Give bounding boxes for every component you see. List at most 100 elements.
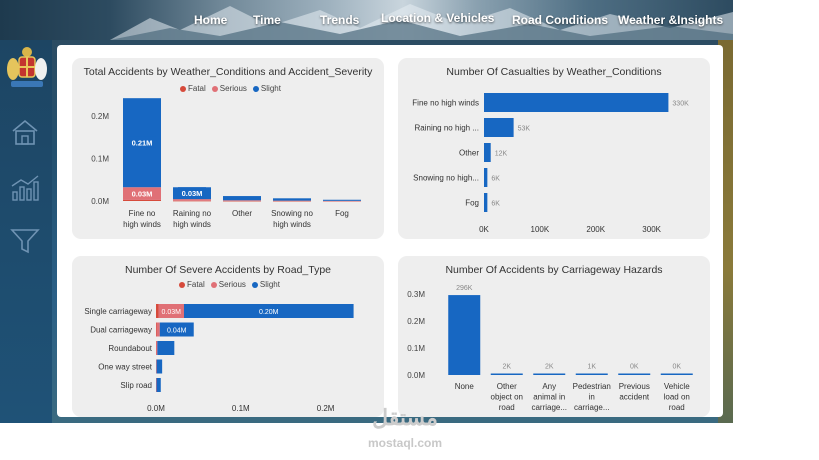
legend-fatal[interactable]: Fatal (179, 280, 205, 289)
bar-serious (173, 199, 211, 201)
bar-slight (156, 378, 161, 392)
data-label: 1K (587, 364, 596, 371)
y-tick-label: 0.1M (407, 344, 425, 353)
data-label: 53K (518, 126, 531, 133)
y-tick-label: Dual carriageway (90, 326, 152, 335)
x-tick-label: in (589, 393, 595, 402)
nav-time[interactable]: Time (253, 13, 281, 27)
bar-serious (156, 322, 160, 337)
bar-fatal (223, 200, 261, 202)
bar (484, 168, 488, 187)
nav-weather-insights[interactable]: Weather &Insights (618, 13, 724, 27)
data-label: 6K (491, 201, 500, 208)
watermark-latin: mostaql.com (368, 436, 442, 450)
y-tick-label: 0.2M (407, 317, 425, 326)
card-casualties-weather: Number Of Casualties by Weather_Conditio… (398, 58, 710, 239)
legend-fatal[interactable]: Fatal (180, 84, 206, 93)
bar-serious (156, 378, 157, 392)
chart-legend: Fatal Serious Slight (179, 280, 280, 289)
y-tick-label: Single carriageway (84, 307, 152, 316)
y-tick-label: 0.0M (91, 197, 109, 206)
bar-serious (156, 341, 158, 355)
x-tick-label: 0.0M (147, 404, 165, 413)
bar (533, 373, 566, 375)
bar-fatal (156, 322, 157, 337)
card-road-type: Number Of Severe Accidents by Road_Type … (72, 256, 384, 417)
y-tick-label: Slip road (120, 381, 152, 390)
data-label-bg (128, 187, 156, 199)
filter-icon[interactable] (9, 227, 41, 255)
x-tick-label: 0K (479, 225, 489, 234)
x-tick-label: high winds (123, 220, 161, 229)
x-tick-label: Other (232, 209, 252, 218)
bar (575, 373, 608, 375)
data-label: 0.03M (132, 190, 153, 199)
x-tick-label: None (455, 382, 475, 391)
data-label: 0.03M (182, 189, 203, 198)
y-tick-label: 0.1M (91, 155, 109, 164)
x-tick-label: Any (542, 382, 556, 391)
data-label-bg (178, 187, 206, 199)
sidebar (0, 40, 52, 423)
chart-title: Total Accidents by Weather_Conditions an… (83, 66, 373, 78)
bar-serious (158, 304, 184, 318)
chart-legend: Fatal Serious Slight (180, 84, 281, 93)
y-tick-label: Snowing no high... (413, 174, 479, 183)
bar (484, 193, 488, 212)
watermark-arabic: مستقل (372, 405, 438, 430)
data-label-bg (128, 136, 156, 148)
y-tick-label: Raining no high ... (415, 124, 480, 133)
nav-road-conditions[interactable]: Road Conditions (512, 13, 608, 27)
x-tick-label: high winds (173, 220, 211, 229)
card-weather-severity: Total Accidents by Weather_Conditions an… (72, 58, 384, 239)
bar-fatal (123, 199, 161, 201)
data-label: 2K (502, 364, 511, 371)
bar (484, 93, 669, 112)
x-tick-label: 0.2M (317, 404, 335, 413)
x-tick-label: Raining no (173, 209, 212, 218)
x-tick-label: 0.1M (232, 404, 250, 413)
legend-serious[interactable]: Serious (211, 84, 247, 93)
legend-serious[interactable]: Serious (210, 280, 246, 289)
bar-serious (323, 200, 361, 202)
x-tick-label: Vehicle (664, 382, 690, 391)
bar (484, 143, 491, 162)
y-tick-label: Fine no high winds (412, 99, 479, 108)
data-label: 0.04M (167, 328, 187, 335)
home-icon[interactable] (9, 118, 41, 146)
data-label: 0.21M (132, 139, 153, 148)
x-tick-label: carriage... (574, 403, 610, 412)
nav-location-vehicles[interactable]: Location & Vehicles (381, 11, 495, 25)
y-tick-label: 0.2M (91, 112, 109, 121)
carriageway-hazards-chart: 0.0M 0.1M 0.2M 0.3M 296K None 2K Other object on… (407, 285, 693, 412)
x-tick-label: Fog (335, 209, 349, 218)
data-label: 6K (491, 176, 500, 183)
data-label: 12K (495, 151, 508, 158)
mostaql-watermark: مستقل mostaql.com (368, 405, 442, 450)
bar-slight (323, 199, 361, 201)
x-tick-label: Other (497, 382, 517, 391)
x-tick-label: Fine no (129, 209, 156, 218)
y-tick-label: One way street (98, 363, 153, 372)
data-label: 0K (672, 364, 681, 371)
y-tick-label: Fog (465, 199, 479, 208)
chart-title: Number Of Accidents by Carriageway Hazar… (445, 264, 663, 276)
bar-serious (273, 200, 311, 202)
x-tick-label: road (499, 403, 515, 412)
analytics-icon[interactable] (9, 174, 41, 202)
legend-slight[interactable]: Slight (251, 280, 280, 289)
header-banner (0, 0, 733, 40)
bar (660, 373, 693, 375)
legend-slight[interactable]: Slight (252, 84, 281, 93)
bar-slight (156, 359, 163, 374)
nav-trends[interactable]: Trends (320, 13, 360, 27)
x-tick-label: Previous (619, 382, 650, 391)
bar-serious (223, 200, 261, 201)
bar-slight (183, 304, 354, 318)
weather-severity-chart: 0.0M 0.1M 0.2M Fine no high winds Raining no h… (91, 98, 361, 229)
data-label: 296K (456, 285, 473, 292)
nav-home[interactable]: Home (194, 13, 228, 27)
y-tick-label: 0.3M (407, 290, 425, 299)
bar (618, 373, 651, 375)
x-tick-label: 200K (586, 225, 605, 234)
